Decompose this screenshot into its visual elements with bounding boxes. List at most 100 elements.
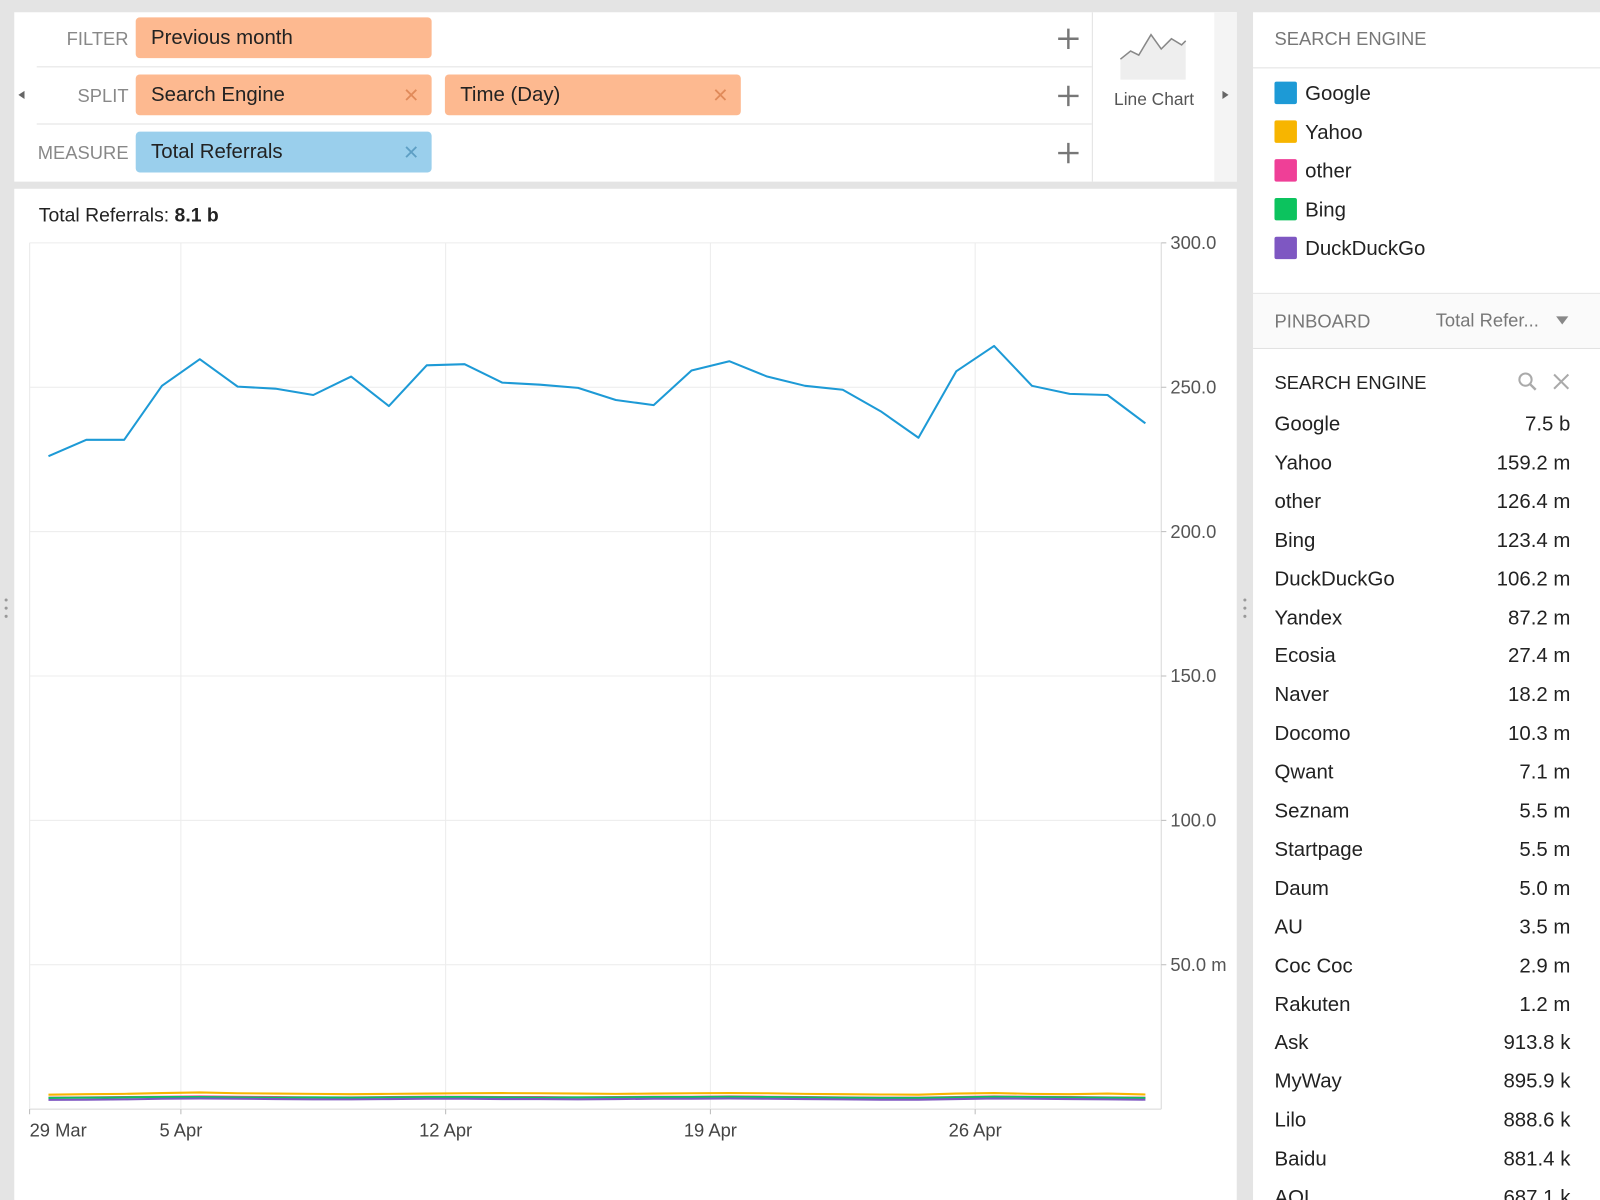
row-value: 126.4 m <box>1496 490 1571 514</box>
row-name: Ecosia <box>1274 645 1336 668</box>
row-value: 881.4 k <box>1503 1148 1571 1171</box>
row-value: 913.8 k <box>1503 1032 1571 1055</box>
legend-item: other <box>1274 159 1352 183</box>
pinboard-row[interactable]: Startpage 5.5 m <box>1274 839 1570 862</box>
line-chart-icon[interactable] <box>1118 31 1187 82</box>
add-icon[interactable] <box>1057 142 1079 164</box>
pill-text: Previous month <box>151 26 293 49</box>
pill-text: Time (Day) <box>460 83 561 107</box>
scroll-right[interactable] <box>1216 87 1232 103</box>
pinboard-row[interactable]: Naver 18.2 m <box>1274 684 1570 707</box>
legend-label: Bing <box>1305 198 1346 222</box>
row-name: Seznam <box>1274 799 1350 823</box>
y-tick-label: 150.0 <box>1170 665 1216 686</box>
row-name: Startpage <box>1274 838 1363 862</box>
resize-handle[interactable] <box>1242 597 1248 619</box>
legend-swatch <box>1274 159 1297 182</box>
pinboard-row[interactable]: Bing 123.4 m <box>1274 529 1570 552</box>
pinboard-row[interactable]: Yahoo 159.2 m <box>1274 452 1570 475</box>
row-value: 5.5 m <box>1519 838 1571 862</box>
pinboard-row[interactable]: Rakuten 1.2 m <box>1274 993 1570 1016</box>
row-value: 895.9 k <box>1503 1070 1571 1094</box>
add-icon[interactable] <box>1057 28 1079 50</box>
row-name: Ask <box>1274 1032 1309 1055</box>
legend-label: Google <box>1305 82 1371 106</box>
pinboard-measure[interactable]: Total Refer... <box>1435 310 1539 331</box>
close-icon[interactable] <box>1553 373 1570 390</box>
legend-item: Bing <box>1274 197 1346 222</box>
divider <box>1253 292 1600 294</box>
legend-item: Google <box>1274 81 1371 106</box>
pinboard-row[interactable]: Coc Coc 2.9 m <box>1274 955 1570 978</box>
split-pill[interactable]: Time (Day) <box>444 74 741 116</box>
remove-icon[interactable] <box>405 146 417 158</box>
pinboard-row[interactable]: AU 3.5 m <box>1274 916 1570 939</box>
chart-summary: Total Referrals: 8.1 b <box>39 205 219 227</box>
summary-value: 8.1 b <box>174 205 219 227</box>
pinboard-row[interactable]: Lilo 888.6 k <box>1274 1109 1570 1132</box>
row-value: 18.2 m <box>1507 683 1571 707</box>
row-name: Lilo <box>1274 1109 1307 1132</box>
legend-title: SEARCH ENGINE <box>1274 28 1427 49</box>
row-name: Naver <box>1274 683 1329 707</box>
line-chart: 50.0 m 100.0 150.0 200.0 250.0 300.0 29 Mar 5 A… <box>29 232 1227 1141</box>
legend-swatch <box>1274 81 1297 105</box>
pinboard-row[interactable]: Docomo 10.3 m <box>1274 723 1570 746</box>
search-icon[interactable] <box>1517 371 1537 391</box>
series-line <box>48 1095 1146 1099</box>
row-label: MEASURE <box>37 142 129 164</box>
resize-handle[interactable] <box>3 597 9 619</box>
pinboard-row[interactable]: Ask 913.8 k <box>1274 1032 1570 1055</box>
split-pill[interactable]: Search Engine <box>135 74 432 116</box>
legend-item: Yahoo <box>1274 120 1363 144</box>
row-value: 687.1 k <box>1503 1186 1571 1200</box>
chart-panel <box>14 188 1237 1200</box>
pinboard-row[interactable]: Ecosia 27.4 m <box>1274 645 1570 668</box>
measure-pill[interactable]: Total Referrals <box>135 131 432 173</box>
y-tick-label: 50.0 m <box>1170 954 1226 975</box>
row-value: 10.3 m <box>1507 722 1571 746</box>
row-name: other <box>1274 490 1322 514</box>
dropdown-arrow[interactable] <box>1555 315 1569 325</box>
y-tick-label: 200.0 <box>1170 521 1216 542</box>
y-tick-label: 250.0 <box>1170 376 1216 397</box>
row-value: 888.6 k <box>1503 1109 1571 1132</box>
pinboard-title: PINBOARD <box>1274 311 1371 332</box>
row-label: FILTER <box>66 28 129 49</box>
series-line <box>48 344 1147 458</box>
pill-text: Total Referrals <box>151 140 283 164</box>
row-value: 5.5 m <box>1519 799 1571 823</box>
pinboard-row[interactable]: AOL 687.1 k <box>1274 1187 1570 1200</box>
add-icon[interactable] <box>1057 85 1079 107</box>
pinboard-row[interactable]: other 126.4 m <box>1274 491 1570 514</box>
pinboard-row[interactable]: Seznam 5.5 m <box>1274 800 1570 823</box>
pinboard-row[interactable]: Daum 5.0 m <box>1274 877 1570 900</box>
pinboard-row[interactable]: Google 7.5 b <box>1274 413 1570 436</box>
row-name: Docomo <box>1274 722 1351 746</box>
row-name: Bing <box>1274 529 1316 552</box>
filter-pill[interactable]: Previous month <box>135 17 432 59</box>
row-name: AOL <box>1274 1186 1316 1200</box>
row-value: 2.9 m <box>1519 954 1571 978</box>
series-line <box>48 1097 1146 1101</box>
pinboard-row[interactable]: Baidu 881.4 k <box>1274 1148 1570 1171</box>
divider <box>1253 347 1600 349</box>
side-panel <box>1253 12 1600 1200</box>
row-name: Daum <box>1274 877 1329 900</box>
scroll-left[interactable] <box>14 87 30 103</box>
remove-icon[interactable] <box>405 89 417 101</box>
pill-text: Search Engine <box>151 83 285 107</box>
pinboard-row[interactable]: DuckDuckGo 106.2 m <box>1274 568 1570 591</box>
x-tick-label: 26 Apr <box>949 1120 1002 1141</box>
pinboard-row[interactable]: Qwant 7.1 m <box>1274 761 1570 784</box>
remove-icon[interactable] <box>714 89 727 101</box>
pinboard-row[interactable]: Yandex 87.2 m <box>1274 607 1570 630</box>
pinboard-row[interactable]: MyWay 895.9 k <box>1274 1071 1570 1094</box>
legend-item: DuckDuckGo <box>1274 236 1425 261</box>
legend-swatch <box>1274 197 1297 221</box>
row-value: 27.4 m <box>1507 645 1571 668</box>
divider <box>1091 12 1093 182</box>
row-name: Rakuten <box>1274 993 1351 1016</box>
row-name: DuckDuckGo <box>1274 567 1395 591</box>
y-tick-label: 100.0 <box>1170 810 1216 831</box>
